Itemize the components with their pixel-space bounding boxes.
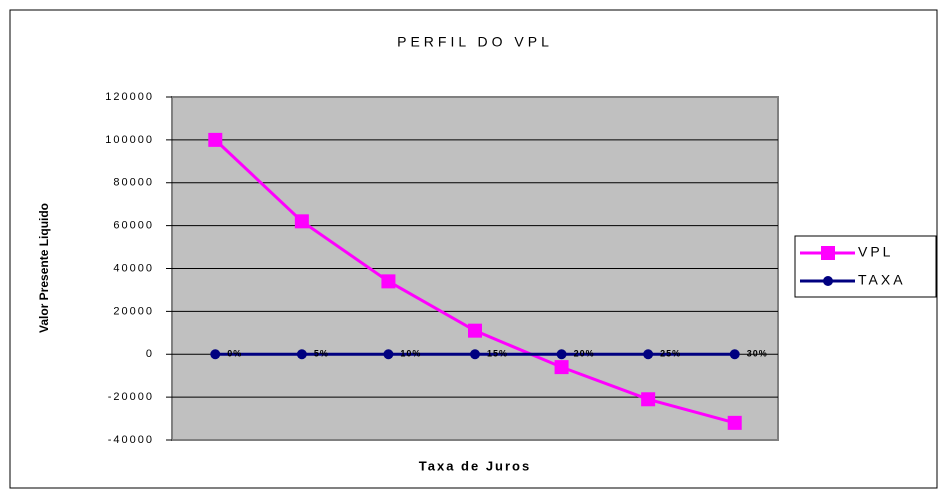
data-point — [557, 349, 567, 359]
y-tick-label: -40000 — [108, 434, 154, 446]
data-point — [730, 349, 740, 359]
y-tick-label: 20000 — [113, 305, 154, 317]
data-point — [470, 349, 480, 359]
data-label: 20% — [574, 349, 595, 359]
y-axis-title: Valor Presente Liquido — [37, 203, 51, 333]
y-tick-label: 60000 — [113, 220, 154, 232]
legend-marker — [823, 276, 833, 286]
data-point — [468, 324, 482, 338]
data-point — [728, 416, 742, 430]
data-point — [210, 349, 220, 359]
data-point — [297, 349, 307, 359]
legend-label: VPL — [858, 244, 893, 260]
y-tick-label: 120000 — [105, 91, 154, 103]
data-label: 5% — [314, 349, 329, 359]
y-tick-label: 100000 — [105, 134, 154, 146]
data-point — [381, 274, 395, 288]
data-point — [641, 392, 655, 406]
data-point — [555, 360, 569, 374]
y-tick-label: 0 — [146, 348, 154, 360]
data-point — [295, 214, 309, 228]
legend-marker — [821, 246, 835, 260]
data-label: 30% — [747, 349, 768, 359]
data-point — [643, 349, 653, 359]
data-label: 10% — [400, 349, 421, 359]
y-tick-label: 80000 — [113, 177, 154, 189]
legend-label: TAXA — [858, 272, 906, 288]
data-label: 25% — [660, 349, 681, 359]
data-label: 0% — [227, 349, 242, 359]
y-tick-label: -20000 — [108, 391, 154, 403]
x-axis-title: Taxa de Juros — [419, 458, 531, 473]
y-tick-label: 40000 — [113, 262, 154, 274]
data-point — [383, 349, 393, 359]
data-point — [208, 133, 222, 147]
chart-title: PERFIL DO VPL — [397, 34, 553, 50]
data-label: 15% — [487, 349, 508, 359]
